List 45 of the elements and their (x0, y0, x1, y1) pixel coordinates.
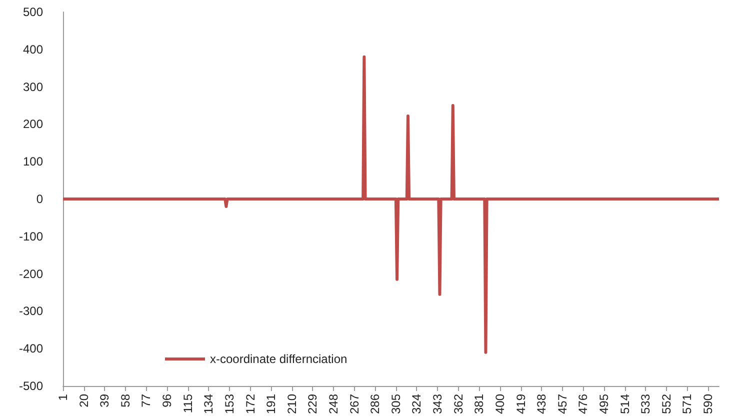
x-tick-label: 400 (492, 394, 507, 414)
x-tick-label: 286 (368, 394, 382, 414)
y-tick-label: 300 (22, 80, 44, 94)
x-tick-label: 381 (472, 394, 486, 414)
x-tick-label: 533 (638, 394, 653, 414)
x-tick-label: 58 (118, 394, 132, 408)
x-tick-label: 39 (98, 394, 112, 408)
y-tick-label: 100 (22, 154, 44, 169)
x-tick-label: 343 (430, 394, 445, 414)
x-tick-label: 419 (514, 394, 528, 414)
legend-label: x-coordinate differnciation (210, 352, 348, 366)
x-tick-label: 134 (202, 394, 216, 414)
x-tick-label: 153 (222, 394, 236, 414)
x-tick-label: 438 (534, 394, 549, 414)
x-tick-label: 324 (410, 394, 424, 414)
y-tick-label: 500 (22, 5, 44, 19)
x-tick-label: 552 (659, 394, 674, 414)
x-tick-label: 362 (451, 394, 466, 414)
y-tick-label: 400 (22, 42, 44, 56)
y-tick-label: -500 (18, 379, 44, 393)
y-tick-label: -300 (18, 304, 44, 318)
x-tick-label: 571 (680, 394, 694, 414)
x-tick-label: 267 (347, 394, 362, 414)
x-tick-label: 172 (243, 394, 258, 414)
x-tick-label: 248 (326, 394, 341, 414)
y-tick-label: -200 (18, 266, 44, 281)
x-tick-label: 96 (160, 394, 174, 408)
y-tick-label: 0 (36, 192, 44, 206)
x-tick-label: 191 (264, 394, 278, 414)
x-tick-label: 514 (618, 394, 632, 414)
y-tick-label: -400 (18, 342, 44, 356)
x-tick-label: 115 (180, 394, 195, 414)
x-tick-label: 305 (388, 394, 403, 414)
x-tick-label: 495 (597, 394, 612, 414)
x-tick-label: 1 (56, 394, 70, 401)
x-tick-label: 20 (76, 394, 91, 408)
line-series (62, 55, 720, 354)
x-tick-label: 77 (139, 394, 154, 408)
x-tick-label: 229 (306, 394, 320, 414)
x-tick-label: 457 (555, 394, 570, 414)
x-tick-label: 210 (284, 394, 299, 414)
x-tick-label: 590 (701, 394, 716, 414)
y-tick-label: 200 (22, 117, 44, 132)
y-tick-label: -100 (18, 229, 44, 244)
x-tick-label: 476 (576, 394, 590, 414)
